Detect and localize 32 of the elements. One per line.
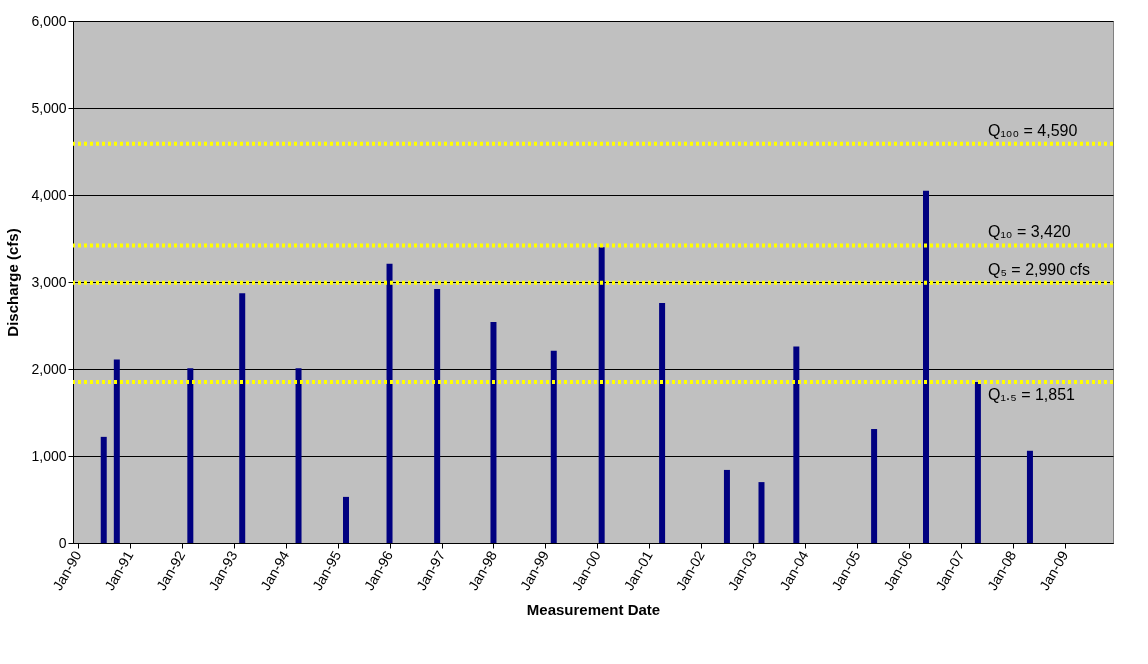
- bar: [974, 382, 981, 543]
- y-tick-label: 6,000: [31, 12, 67, 29]
- bar: [386, 263, 393, 543]
- ref-line-label: Q₁.₅ = 1,851: [988, 385, 1076, 403]
- y-axis-title: Discharge (cfs): [4, 228, 22, 337]
- y-tick-label: 5,000: [31, 99, 67, 116]
- y-tick-label: 2,000: [31, 360, 67, 377]
- y-tick-label: 3,000: [31, 273, 67, 290]
- bar: [550, 350, 557, 543]
- bar: [871, 429, 878, 543]
- bar: [923, 190, 929, 543]
- bar: [239, 293, 246, 543]
- ref-line-label: Q₁₀ = 3,420: [988, 223, 1071, 241]
- bar: [490, 322, 497, 543]
- bar: [113, 359, 120, 543]
- bar: [793, 346, 800, 543]
- ref-line-label: Q₅ = 2,990 cfs: [988, 260, 1091, 278]
- bar: [187, 368, 194, 543]
- bar: [598, 247, 605, 543]
- ref-line-label: Q₁₀₀ = 4,590: [988, 121, 1078, 139]
- y-tick-label: 4,000: [31, 186, 67, 203]
- y-tick-label: 0: [58, 534, 67, 551]
- bar: [343, 496, 350, 543]
- bar: [723, 469, 730, 543]
- x-axis-title: Measurement Date: [526, 601, 661, 619]
- bar: [100, 436, 107, 543]
- y-tick-label: 1,000: [31, 447, 67, 464]
- bar: [1026, 450, 1033, 543]
- bar: [758, 482, 765, 543]
- bar: [295, 368, 302, 543]
- bar: [434, 288, 441, 543]
- bar: [659, 302, 666, 543]
